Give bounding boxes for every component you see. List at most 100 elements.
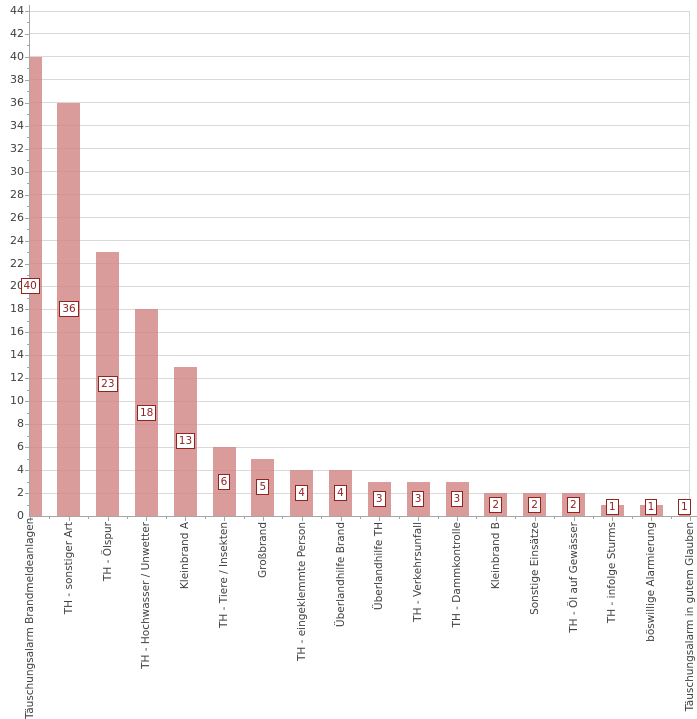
gridline [30,10,690,12]
x-major-tick [651,516,653,521]
gridline [30,148,690,150]
y-minor-tick [27,435,30,437]
y-major-tick [25,263,30,265]
y-minor-tick [27,412,30,414]
x-minor-tick [282,516,284,519]
y-tick-label: 4 [17,463,24,477]
y-minor-tick [27,137,30,139]
bar-value-label: 2 [528,496,541,513]
gridline [30,102,690,104]
x-major-tick [262,516,264,521]
gridline [30,400,690,402]
y-major-tick [25,355,30,357]
bar-value-label: 2 [567,496,580,513]
bar-value-label: 40 [20,278,40,295]
y-major-tick [25,470,30,472]
x-minor-tick [204,516,206,519]
y-tick-label: 30 [10,164,24,178]
y-minor-tick [27,252,30,254]
y-minor-tick [27,160,30,162]
x-major-tick [418,516,420,521]
x-major-tick [612,516,614,521]
x-major-tick [379,516,381,521]
bar-value-label: 6 [217,473,231,490]
plot-area [30,10,690,516]
x-major-tick [573,516,575,521]
y-minor-tick [27,366,30,368]
y-tick-label: 28 [10,187,24,201]
y-major-tick [25,79,30,81]
y-minor-tick [27,458,30,460]
bar-value-label: 4 [295,485,308,502]
y-major-tick [25,33,30,35]
bar-value-label: 13 [175,433,196,450]
y-major-tick [25,378,30,380]
bar-value-label: 18 [136,404,157,421]
gridline [30,171,690,173]
y-tick-label: 6 [17,440,24,454]
x-minor-tick [321,516,323,519]
y-minor-tick [27,206,30,208]
gridline [30,56,690,58]
y-minor-tick [27,22,30,24]
y-major-tick [25,240,30,242]
x-major-tick [534,516,536,521]
x-major-tick [107,516,109,521]
x-major-tick [690,516,691,521]
gridline [30,423,690,425]
x-minor-tick [127,516,129,519]
gridline [30,33,690,35]
y-minor-tick [27,481,30,483]
y-major-tick [25,125,30,127]
gridline [30,469,690,471]
x-major-tick [340,516,342,521]
y-tick-label: 36 [10,95,24,109]
gridline [30,377,690,379]
y-minor-tick [27,68,30,70]
gridline [30,308,690,310]
y-major-tick [25,56,30,58]
gridline [30,331,690,333]
y-tick-label: 22 [10,256,24,270]
y-minor-tick [27,274,30,276]
y-tick-label: 42 [10,26,24,40]
y-major-tick [25,217,30,219]
gridline [30,194,690,196]
x-major-tick [146,516,148,521]
x-minor-tick [670,516,672,519]
y-major-tick [25,401,30,403]
x-minor-tick [88,516,90,519]
y-tick-label: 12 [10,371,24,385]
bar-value-label: 3 [411,490,425,507]
y-tick-label: 26 [10,210,24,224]
y-major-tick [25,424,30,426]
y-tick-label: 0 [17,509,24,522]
y-tick-label: 10 [10,394,24,408]
gridline [30,125,690,127]
gridline [30,240,690,242]
x-minor-tick [360,516,361,519]
y-tick-label: 24 [10,233,24,247]
y-tick-label: 2 [17,486,24,500]
bar-value-label: 5 [256,479,270,496]
bar-value-label: 4 [334,485,347,502]
bar-value-label: 3 [372,490,386,507]
y-tick-label: 8 [17,417,24,431]
y-minor-tick [27,504,30,506]
gridline [30,217,690,219]
gridline [30,263,690,264]
x-minor-tick [515,516,517,519]
y-minor-tick [27,297,30,299]
y-major-tick [25,493,30,495]
x-minor-tick [49,516,51,519]
y-tick-label: 14 [10,348,24,362]
y-minor-tick [27,183,30,185]
bar-value-label: 23 [98,376,118,392]
x-minor-tick [398,516,400,519]
y-tick-label: 16 [10,325,24,339]
x-minor-tick [554,516,556,519]
gridline [30,285,690,287]
